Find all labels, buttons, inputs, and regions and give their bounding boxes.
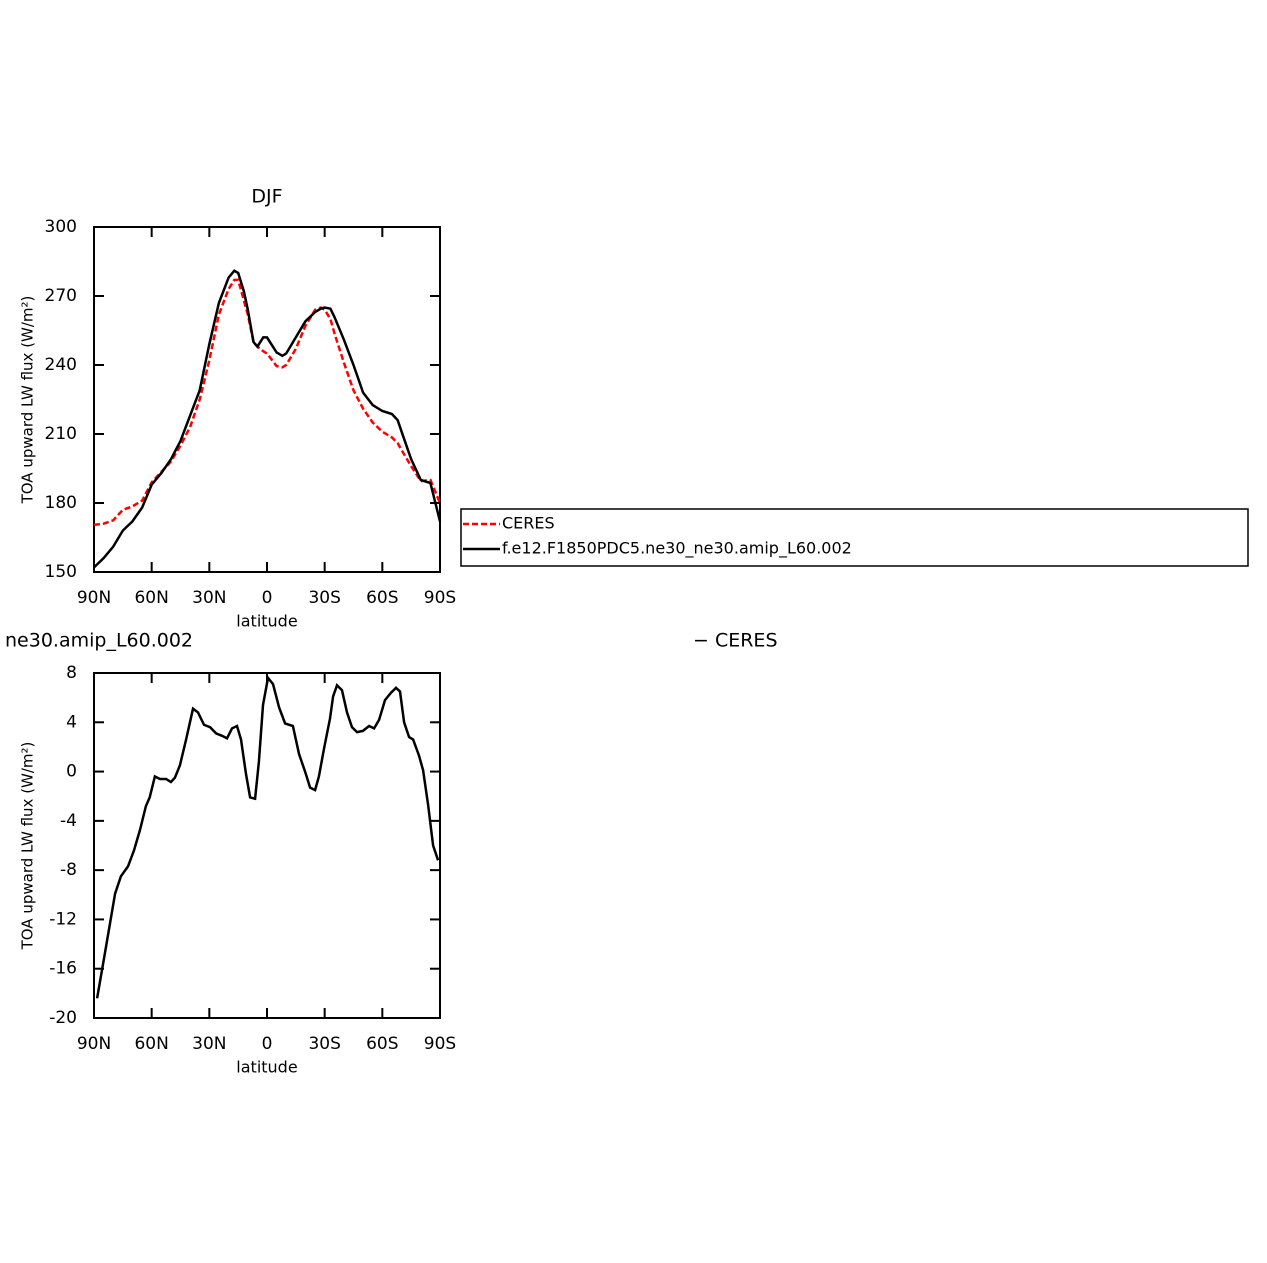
x-tick-label: 90S — [424, 1034, 456, 1054]
x-tick-label: 30S — [308, 588, 340, 608]
y-tick-label: 240 — [45, 355, 77, 375]
legend-label: CERES — [502, 514, 555, 533]
y-tick-label: 0 — [66, 762, 77, 782]
y-tick-label: 4 — [66, 712, 77, 732]
plot-frame — [93, 226, 441, 573]
x-tick-label: 90N — [77, 1034, 111, 1054]
x-tick-label: 30N — [192, 588, 226, 608]
y-tick-label: -20 — [49, 1008, 77, 1028]
x-tick-label: 30S — [308, 1034, 340, 1054]
x-tick-label: 0 — [262, 1034, 273, 1054]
data-line — [93, 278, 442, 527]
y-tick-label: 150 — [45, 562, 77, 582]
x-tick-label: 0 — [262, 588, 273, 608]
right-title: − CERES — [693, 630, 778, 652]
y-tick-label: 8 — [66, 663, 77, 683]
data-line — [95, 674, 440, 999]
x-axis-label: latitude — [236, 612, 297, 631]
y-tick-label: 300 — [45, 217, 77, 237]
y-tick-label: -16 — [49, 959, 77, 979]
y-tick-label: 270 — [45, 286, 77, 306]
y-tick-label: -8 — [60, 860, 77, 880]
x-tick-label: 30N — [192, 1034, 226, 1054]
y-axis-label: TOA upward LW flux (W/m²) — [19, 296, 37, 505]
y-tick-label: -12 — [49, 909, 77, 929]
x-tick-label: 60N — [134, 588, 168, 608]
y-tick-label: 180 — [45, 493, 77, 513]
left-title: ne30.amip_L60.002 — [5, 630, 193, 652]
y-axis-label: TOA upward LW flux (W/m²) — [19, 742, 37, 951]
y-tick-label: 210 — [45, 424, 77, 444]
chart-title: DJF — [251, 186, 282, 208]
x-tick-label: 60S — [366, 1034, 398, 1054]
x-axis-label: latitude — [236, 1058, 297, 1077]
x-tick-label: 90S — [424, 588, 456, 608]
legend-box — [460, 508, 1249, 567]
plot-frame — [93, 672, 441, 1019]
x-tick-label: 60N — [134, 1034, 168, 1054]
legend-label: f.e12.F1850PDC5.ne30_ne30.amip_L60.002 — [502, 539, 852, 559]
data-line — [93, 269, 442, 569]
x-tick-label: 60S — [366, 588, 398, 608]
y-tick-label: -4 — [60, 811, 77, 831]
x-tick-label: 90N — [77, 588, 111, 608]
